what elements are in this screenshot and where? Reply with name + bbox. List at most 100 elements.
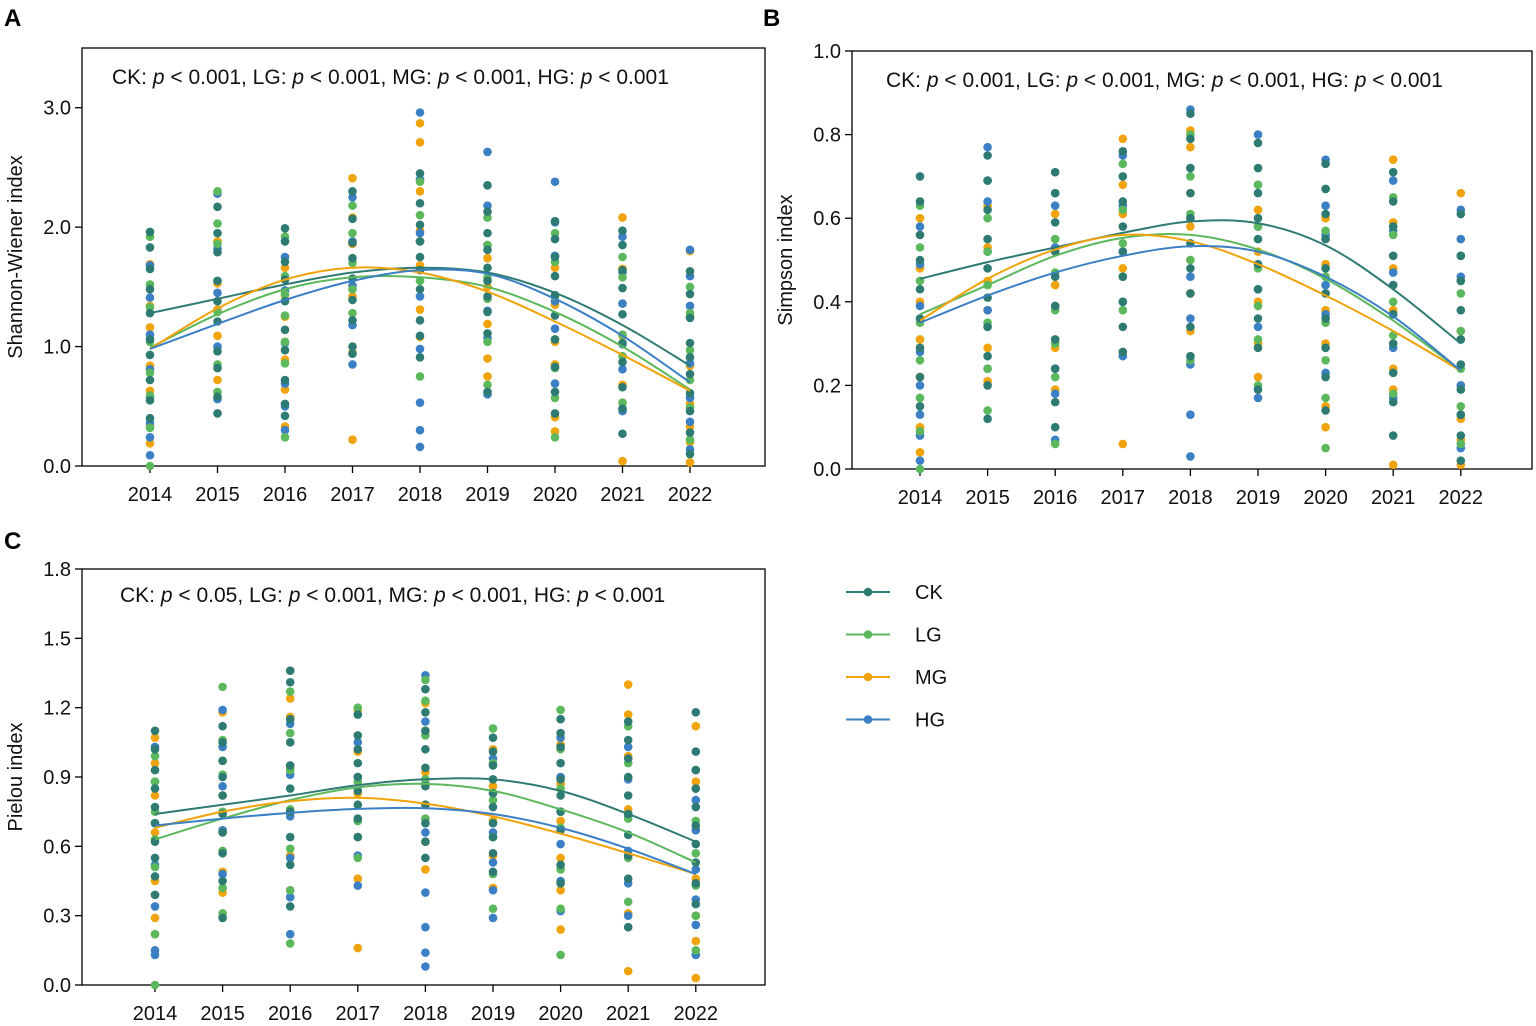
legend-item-mg: MG [846,667,947,689]
data-point [213,228,222,238]
data-point [983,406,992,415]
data-point [556,742,565,752]
data-point [1456,402,1466,411]
data-point [1186,255,1195,265]
data-point [1186,314,1195,323]
data-point [150,853,160,863]
x-tick-label: 2015 [200,1003,245,1025]
x-tick-label: 2018 [403,1003,448,1025]
data-point [218,883,227,893]
data-point [483,319,492,329]
data-point [280,425,290,435]
data-point [150,726,160,736]
data-point [691,777,701,786]
data-point [915,243,925,252]
fit-line-mg [154,796,697,876]
data-point [1456,305,1466,315]
annotation-part: < 0.001 [446,584,522,607]
y-tick-label: 0.4 [813,292,841,314]
x-tick-label: 2016 [263,484,308,506]
data-point [983,234,992,244]
data-point [618,310,627,319]
data-point [550,263,560,273]
data-point [618,265,627,275]
data-point [623,735,633,745]
points-ck [150,666,701,932]
data-point [145,227,155,237]
plot-frame [81,47,766,467]
annotation-part: , HG: [526,66,581,89]
data-point [685,353,695,362]
data-point [1321,372,1330,382]
legend-label: MG [915,667,947,689]
annotation-part: < 0.001 [592,66,668,89]
data-point [1321,209,1330,219]
data-point [488,858,498,867]
data-point [145,450,155,460]
data-point [213,392,222,402]
annotation: CK: p < 0.001, LG: p < 0.001, MG: p < 0.… [112,66,669,89]
data-point [1050,272,1060,282]
data-point [691,973,701,983]
data-point [983,213,992,223]
data-point [285,761,295,770]
data-point [556,885,565,895]
data-point [1050,439,1060,449]
data-point [550,393,560,403]
data-point [915,197,925,206]
data-point [685,313,695,323]
data-point [915,410,925,419]
data-point [691,920,701,930]
data-point [1388,167,1398,177]
data-point [1118,247,1128,256]
data-point [618,404,627,413]
data-point [353,874,363,883]
data-point [421,948,430,957]
data-point [218,772,227,782]
data-point [1321,443,1330,453]
data-point [353,772,363,782]
data-point [623,710,633,719]
data-point [285,714,295,724]
data-point [1118,159,1128,169]
data-point [1186,172,1195,181]
annotation-part: < 0.001 [165,66,241,89]
data-point [983,247,992,256]
data-point [1253,180,1263,190]
data-point [618,398,627,408]
data-point [415,331,425,341]
data-point [691,821,701,830]
fit-line-hg [919,245,1462,372]
legend-item-lg: LG [846,625,942,647]
data-point [915,456,925,465]
data-point [488,747,498,756]
data-point [150,913,160,923]
data-point [415,237,425,246]
data-point [218,781,227,791]
data-point [1186,410,1195,419]
x-tick-label: 2017 [330,484,375,506]
data-point [556,775,565,784]
data-point [983,381,992,390]
data-point [415,220,425,230]
data-point [145,461,155,471]
data-point [1253,314,1263,323]
data-point [685,245,695,255]
data-point [983,151,992,160]
data-point [145,243,155,252]
data-point [280,311,290,320]
x-tick-label: 2022 [1439,487,1484,509]
data-point [488,818,498,828]
data-point [145,396,155,405]
data-point [1456,276,1466,286]
data-point [556,950,565,960]
data-point [1118,264,1128,273]
data-point [415,169,425,178]
data-point [983,264,992,273]
data-point [685,449,695,459]
data-point [1456,410,1466,419]
data-point [483,228,492,238]
data-point [348,284,357,294]
data-point [483,372,492,381]
data-point [145,335,155,344]
